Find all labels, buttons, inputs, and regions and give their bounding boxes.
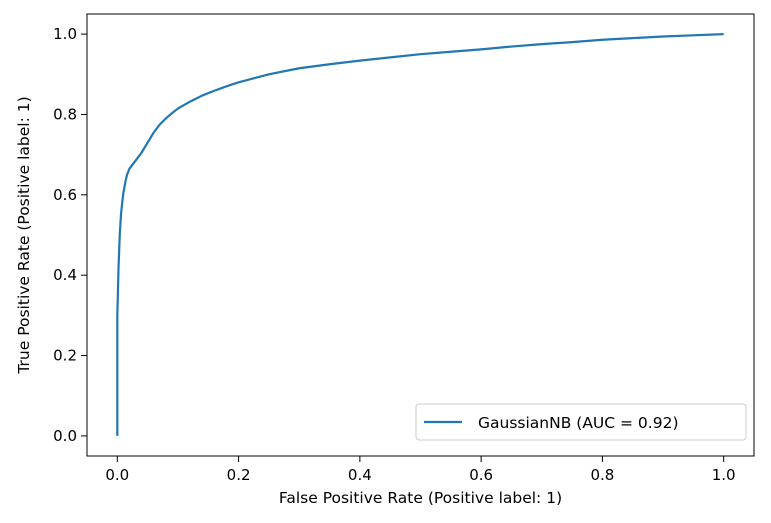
x-tick-label: 0.4 xyxy=(348,466,372,484)
x-tick-label: 1.0 xyxy=(712,466,736,484)
plot-frame xyxy=(86,13,755,457)
y-tick-label: 0.0 xyxy=(53,427,77,445)
legend-box xyxy=(415,403,747,441)
y-tick-label: 0.8 xyxy=(53,105,77,123)
x-tick-label: 0.0 xyxy=(105,466,129,484)
x-tick-label: 0.6 xyxy=(469,466,493,484)
legend: GaussianNB (AUC = 0.92) xyxy=(415,403,747,441)
x-axis-ticks: 0.0 0.2 0.4 0.6 0.8 1.0 xyxy=(105,456,736,484)
y-tick-label: 1.0 xyxy=(53,25,77,43)
x-axis-label: False Positive Rate (Positive label: 1) xyxy=(279,489,562,507)
y-tick-label: 0.2 xyxy=(53,347,77,365)
series-layer xyxy=(116,32,724,436)
roc-curve-line xyxy=(116,32,724,436)
y-axis-ticks: 0.0 0.2 0.4 0.6 0.8 1.0 xyxy=(53,25,87,445)
x-tick-label: 0.2 xyxy=(227,466,251,484)
y-axis-label: True Positive Rate (Positive label: 1) xyxy=(15,96,33,374)
y-tick-label: 0.6 xyxy=(53,186,77,204)
x-tick-label: 0.8 xyxy=(590,466,614,484)
y-tick-label: 0.4 xyxy=(53,266,77,284)
legend-entry-label: GaussianNB (AUC = 0.92) xyxy=(478,414,679,432)
